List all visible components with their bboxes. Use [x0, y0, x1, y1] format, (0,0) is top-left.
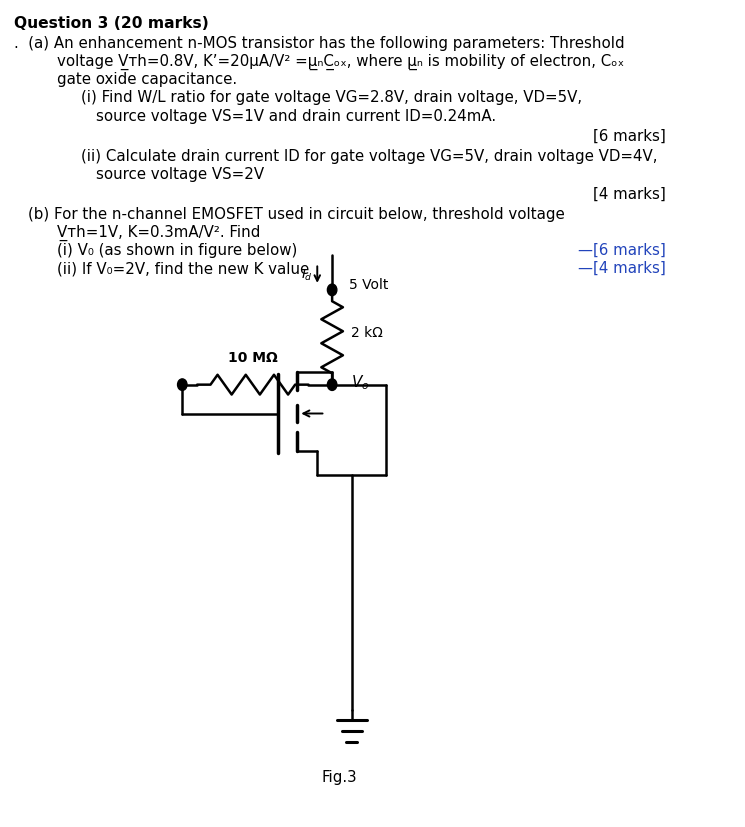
- Text: (b) For the n-channel EMOSFET used in circuit below, threshold voltage: (b) For the n-channel EMOSFET used in ci…: [28, 207, 565, 222]
- Text: 2 kΩ: 2 kΩ: [351, 326, 383, 340]
- Text: (i) V₀ (as shown in figure below): (i) V₀ (as shown in figure below): [57, 243, 297, 258]
- Text: .  (a) An enhancement n-MOS transistor has the following parameters: Threshold: . (a) An enhancement n-MOS transistor ha…: [13, 36, 624, 51]
- Text: (i) Find W/L ratio for gate voltage VG=2.8V, drain voltage, VD=5V,: (i) Find W/L ratio for gate voltage VG=2…: [81, 90, 582, 105]
- Text: $V_o$: $V_o$: [351, 373, 370, 391]
- Text: $I_d$: $I_d$: [301, 267, 313, 283]
- Circle shape: [327, 379, 337, 390]
- Text: gate oxide capacitance.: gate oxide capacitance.: [57, 72, 237, 88]
- Text: (ii) If V₀=2V, find the new K value: (ii) If V₀=2V, find the new K value: [57, 261, 309, 276]
- Text: [4 marks]: [4 marks]: [593, 187, 666, 202]
- Text: source voltage VS=2V: source voltage VS=2V: [96, 167, 264, 182]
- Text: —[4 marks]: —[4 marks]: [578, 261, 666, 276]
- Circle shape: [177, 379, 187, 390]
- Text: Question 3 (20 marks): Question 3 (20 marks): [13, 17, 209, 31]
- Text: 10 MΩ: 10 MΩ: [228, 351, 278, 366]
- Text: —[6 marks]: —[6 marks]: [578, 243, 666, 258]
- Text: [6 marks]: [6 marks]: [593, 129, 666, 144]
- Text: Fig.3: Fig.3: [321, 770, 357, 785]
- Text: source voltage VS=1V and drain current ID=0.24mA.: source voltage VS=1V and drain current I…: [96, 108, 496, 123]
- Text: (ii) Calculate drain current ID for gate voltage VG=5V, drain voltage VD=4V,: (ii) Calculate drain current ID for gate…: [81, 149, 658, 164]
- Text: voltage V̲ᴛh=0.8V, K’=20μA/V² =μ̲ₙC̲ₒₓ, where μ̲ₙ is mobility of electron, Cₒₓ: voltage V̲ᴛh=0.8V, K’=20μA/V² =μ̲ₙC̲ₒₓ, …: [57, 54, 624, 70]
- Circle shape: [327, 284, 337, 295]
- Text: 5 Volt: 5 Volt: [349, 278, 388, 292]
- Text: V̲ᴛh=1V, K=0.3mA/V². Find: V̲ᴛh=1V, K=0.3mA/V². Find: [57, 225, 260, 241]
